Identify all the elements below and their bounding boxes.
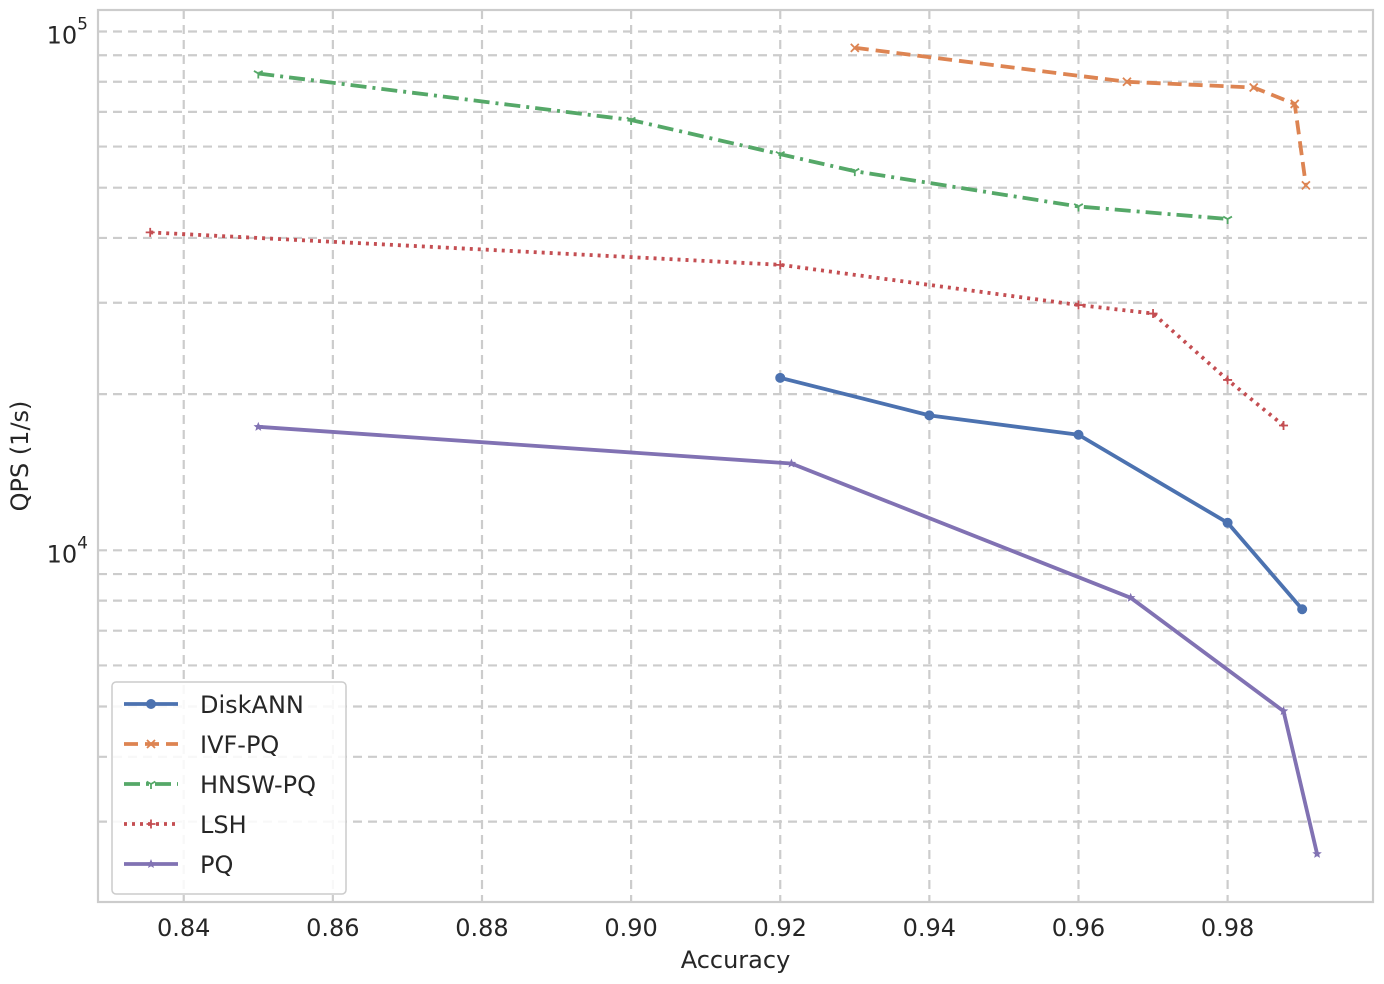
x-tick-label: 0.98	[1201, 914, 1254, 942]
data-point-lsh	[775, 260, 785, 270]
legend-item-lsh: LSH	[124, 811, 247, 839]
series-lsh	[145, 227, 1289, 431]
legend-label-hnsw-pq: HNSW-PQ	[200, 771, 316, 799]
data-point-diskann	[1073, 429, 1084, 440]
data-point-hnsw-pq	[1073, 203, 1084, 212]
x-tick-label: 0.84	[157, 914, 210, 942]
data-point-pq	[1278, 706, 1289, 716]
legend-item-ivf-pq: IVF-PQ	[124, 731, 279, 759]
data-point-hnsw-pq	[253, 70, 264, 79]
data-point-diskann	[775, 372, 786, 383]
data-point-ivf-pq	[1290, 99, 1300, 109]
data-point-hnsw-pq	[1222, 215, 1233, 225]
data-point-diskann	[1222, 517, 1233, 528]
legend-marker-diskann	[146, 699, 156, 709]
y-axis-label: QPS (1/s)	[6, 401, 34, 512]
legend-marker-ivf-pq	[146, 739, 156, 749]
series-ivf-pq	[850, 43, 1311, 191]
data-point-lsh	[145, 227, 155, 237]
legend-marker-lsh	[146, 819, 156, 829]
legend-label-lsh: LSH	[200, 811, 247, 839]
legend-label-pq: PQ	[200, 851, 233, 879]
data-point-ivf-pq	[1122, 77, 1132, 87]
legend-label-ivf-pq: IVF-PQ	[200, 731, 279, 759]
series-line-hnsw-pq	[258, 71, 1228, 221]
legend-label-diskann: DiskANN	[200, 691, 304, 719]
data-point-diskann	[924, 410, 935, 421]
x-tick-label: 0.88	[455, 914, 508, 942]
x-tick-label: 0.90	[604, 914, 657, 942]
grid	[98, 10, 1373, 902]
data-point-lsh	[1223, 375, 1233, 385]
data-point-hnsw-pq	[849, 167, 860, 177]
legend-item-diskann: DiskANN	[124, 691, 304, 719]
x-tick-label: 0.96	[1052, 914, 1105, 942]
series-layer	[145, 43, 1322, 858]
legend-marker-pq	[146, 859, 156, 869]
data-point-pq	[786, 458, 797, 468]
data-point-lsh	[1279, 421, 1289, 431]
data-point-diskann	[1297, 604, 1308, 615]
x-tick-label: 0.92	[754, 914, 807, 942]
plot-frame	[96, 8, 1375, 904]
y-tick-label: 105	[47, 14, 88, 49]
x-axis-ticks: 0.84 0.86 0.88 0.90 0.92 0.94 0.96 0.98	[157, 914, 1254, 942]
legend-box	[111, 681, 347, 895]
x-tick-label: 0.86	[306, 914, 359, 942]
x-tick-label: 0.94	[903, 914, 956, 942]
data-point-lsh	[1073, 300, 1083, 310]
y-tick-label: 104	[47, 533, 88, 568]
legend-item-hnsw-pq: HNSW-PQ	[124, 771, 316, 799]
data-point-hnsw-pq	[775, 150, 786, 160]
data-point-lsh	[1148, 309, 1158, 319]
legend-item-pq: PQ	[124, 851, 233, 879]
data-point-pq	[1312, 848, 1322, 858]
y-axis-ticks: 104 105	[47, 14, 88, 568]
data-point-hnsw-pq	[626, 116, 636, 126]
series-line-lsh	[150, 230, 1285, 427]
data-point-ivf-pq	[1249, 82, 1259, 93]
legend: DiskANN IVF-PQ HNSW-PQ LSH PQ	[111, 681, 347, 895]
data-point-pq	[253, 421, 264, 431]
data-point-ivf-pq	[1301, 180, 1311, 191]
series-pq	[253, 421, 1322, 858]
data-point-ivf-pq	[850, 43, 860, 53]
series-hnsw-pq	[253, 70, 1233, 225]
series-diskann	[775, 372, 1308, 615]
x-axis-label: Accuracy	[681, 946, 791, 974]
legend-marker-hnsw-pq	[146, 780, 156, 789]
data-point-pq	[1125, 592, 1136, 602]
